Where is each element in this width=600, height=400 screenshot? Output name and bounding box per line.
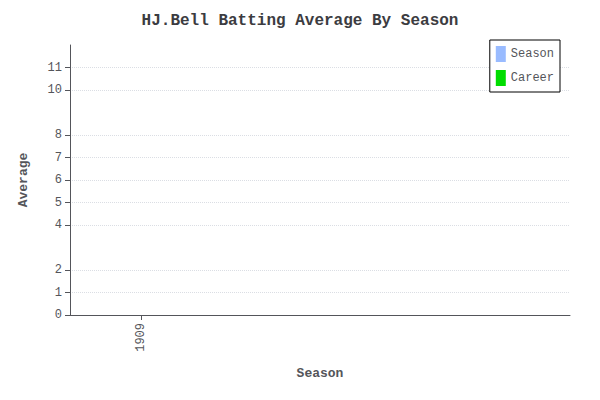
svg-text:6: 6 bbox=[55, 173, 62, 187]
svg-text:11: 11 bbox=[48, 61, 62, 75]
svg-text:Career: Career bbox=[511, 71, 554, 85]
svg-text:4: 4 bbox=[55, 218, 62, 232]
svg-text:Average: Average bbox=[16, 152, 31, 207]
svg-text:Season: Season bbox=[297, 366, 344, 381]
svg-text:10: 10 bbox=[48, 83, 62, 97]
svg-text:2: 2 bbox=[55, 263, 62, 277]
svg-text:1: 1 bbox=[55, 286, 62, 300]
svg-text:0: 0 bbox=[55, 308, 62, 322]
svg-text:HJ.Bell Batting Average By Sea: HJ.Bell Batting Average By Season bbox=[142, 12, 459, 30]
svg-text:1909: 1909 bbox=[134, 323, 148, 352]
svg-text:5: 5 bbox=[55, 196, 62, 210]
svg-text:8: 8 bbox=[55, 128, 62, 142]
svg-text:7: 7 bbox=[55, 151, 62, 165]
svg-text:Season: Season bbox=[511, 47, 554, 61]
